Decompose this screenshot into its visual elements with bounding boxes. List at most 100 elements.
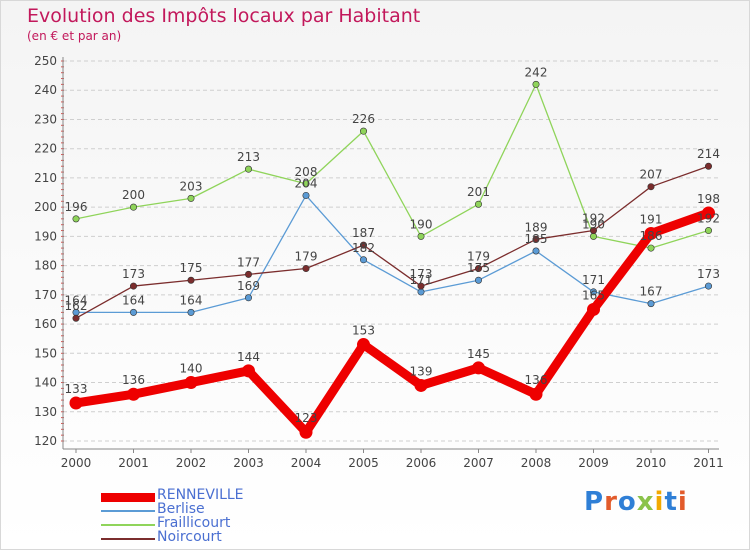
series-line-renneville <box>71 208 713 437</box>
x-tick-label: 2009 <box>578 456 609 470</box>
data-point-noircourt <box>417 282 425 290</box>
data-point-fraillicourt <box>532 80 540 88</box>
data-label-noircourt: 207 <box>640 168 663 182</box>
data-label-berlise: 173 <box>697 267 720 281</box>
data-point-berlise <box>704 282 712 290</box>
x-tick-label: 2006 <box>406 456 437 470</box>
data-point-renneville <box>299 425 313 439</box>
legend-label-renneville: RENNEVILLE <box>157 487 244 503</box>
data-point-fraillicourt <box>359 127 367 135</box>
chart-subtitle: (en € et par an) <box>27 29 122 43</box>
data-point-renneville <box>357 338 370 352</box>
data-point-berlise <box>647 300 655 308</box>
data-point-noircourt <box>72 314 80 322</box>
logo-letter: P <box>584 487 605 517</box>
data-point-noircourt <box>532 235 540 243</box>
data-point-berlise <box>187 308 195 316</box>
data-label-renneville: 136 <box>122 373 145 387</box>
data-point-renneville <box>69 396 83 410</box>
data-label-fraillicourt: 200 <box>122 188 145 202</box>
legend-swatch-fraillicourt <box>101 524 155 526</box>
data-point-fraillicourt <box>589 232 597 240</box>
y-tick-label: 140 <box>34 376 57 390</box>
data-label-renneville: 136 <box>525 373 548 387</box>
y-tick-label: 170 <box>34 288 57 302</box>
data-point-noircourt <box>704 162 712 170</box>
data-label-renneville: 198 <box>697 192 720 206</box>
y-tick-label: 230 <box>34 112 57 126</box>
data-point-berlise <box>359 256 367 264</box>
logo-letter: o <box>617 487 637 517</box>
data-point-renneville <box>529 387 543 401</box>
data-label-fraillicourt: 201 <box>467 185 490 199</box>
data-label-renneville: 165 <box>582 288 605 302</box>
data-point-fraillicourt <box>187 194 195 202</box>
data-label-berlise: 171 <box>410 273 433 287</box>
legend-label-noircourt: Noircourt <box>157 529 222 545</box>
data-label-renneville: 144 <box>237 350 260 364</box>
data-label-noircourt: 177 <box>237 255 260 269</box>
data-label-fraillicourt: 226 <box>352 112 375 126</box>
data-label-berlise: 164 <box>65 293 88 307</box>
data-point-fraillicourt <box>72 215 80 223</box>
data-label-fraillicourt: 213 <box>237 150 260 164</box>
data-label-renneville: 145 <box>467 347 490 361</box>
logo-letter: x <box>636 487 655 517</box>
data-label-renneville: 123 <box>295 411 318 425</box>
logo-letter: i <box>677 487 688 517</box>
data-label-berlise: 164 <box>122 293 145 307</box>
x-tick-label: 2007 <box>463 456 494 470</box>
data-label-fraillicourt: 203 <box>180 179 203 193</box>
chart-title: Evolution des Impôts locaux par Habitant <box>27 5 421 27</box>
data-label-noircourt: 173 <box>410 267 433 281</box>
x-tick-label: 2001 <box>118 456 149 470</box>
data-label-noircourt: 179 <box>295 250 318 264</box>
data-label-noircourt: 214 <box>697 147 720 161</box>
x-tick-label: 2000 <box>61 456 92 470</box>
data-point-renneville <box>127 387 140 401</box>
logo-letter: t <box>664 487 678 517</box>
data-label-noircourt: 162 <box>65 299 88 313</box>
y-tick-label: 120 <box>34 434 57 448</box>
data-point-berlise <box>474 276 482 284</box>
data-point-renneville <box>702 206 715 220</box>
data-point-fraillicourt <box>474 200 482 208</box>
data-label-renneville: 140 <box>180 362 203 376</box>
x-tick-label: 2005 <box>348 456 379 470</box>
data-label-berlise: 175 <box>467 261 490 275</box>
data-point-noircourt <box>647 183 655 191</box>
data-label-fraillicourt: 192 <box>697 212 720 226</box>
data-point-renneville <box>587 302 600 316</box>
data-point-renneville <box>472 361 485 375</box>
data-label-berlise: 164 <box>180 293 203 307</box>
series-line-fraillicourt <box>75 83 710 249</box>
data-point-berlise <box>417 288 425 296</box>
data-label-berlise: 167 <box>640 285 663 299</box>
data-point-berlise <box>245 294 253 302</box>
data-point-renneville <box>242 364 255 378</box>
data-point-berlise <box>302 191 310 199</box>
x-tick-label: 2002 <box>176 456 207 470</box>
y-tick-label: 130 <box>34 405 57 419</box>
data-point-fraillicourt <box>647 244 655 252</box>
data-point-noircourt <box>130 282 138 290</box>
data-label-fraillicourt: 186 <box>640 229 663 243</box>
legend-swatch-renneville <box>101 493 155 502</box>
data-label-berlise: 171 <box>582 273 605 287</box>
data-label-noircourt: 173 <box>122 267 145 281</box>
data-label-berlise: 169 <box>237 279 260 293</box>
legend-swatch-berlise <box>101 510 155 512</box>
data-label-noircourt: 192 <box>582 212 605 226</box>
logo-letter: r <box>604 487 618 517</box>
data-point-fraillicourt <box>302 180 310 188</box>
data-label-renneville: 153 <box>352 324 375 338</box>
legend-label-fraillicourt: Fraillicourt <box>157 515 231 531</box>
data-point-renneville <box>184 376 198 390</box>
data-label-berlise: 182 <box>352 241 375 255</box>
data-label-fraillicourt: 190 <box>582 217 605 231</box>
data-point-fraillicourt <box>417 232 425 240</box>
y-tick-label: 160 <box>34 317 57 331</box>
data-point-noircourt <box>359 241 367 249</box>
data-label-noircourt: 187 <box>352 226 375 240</box>
